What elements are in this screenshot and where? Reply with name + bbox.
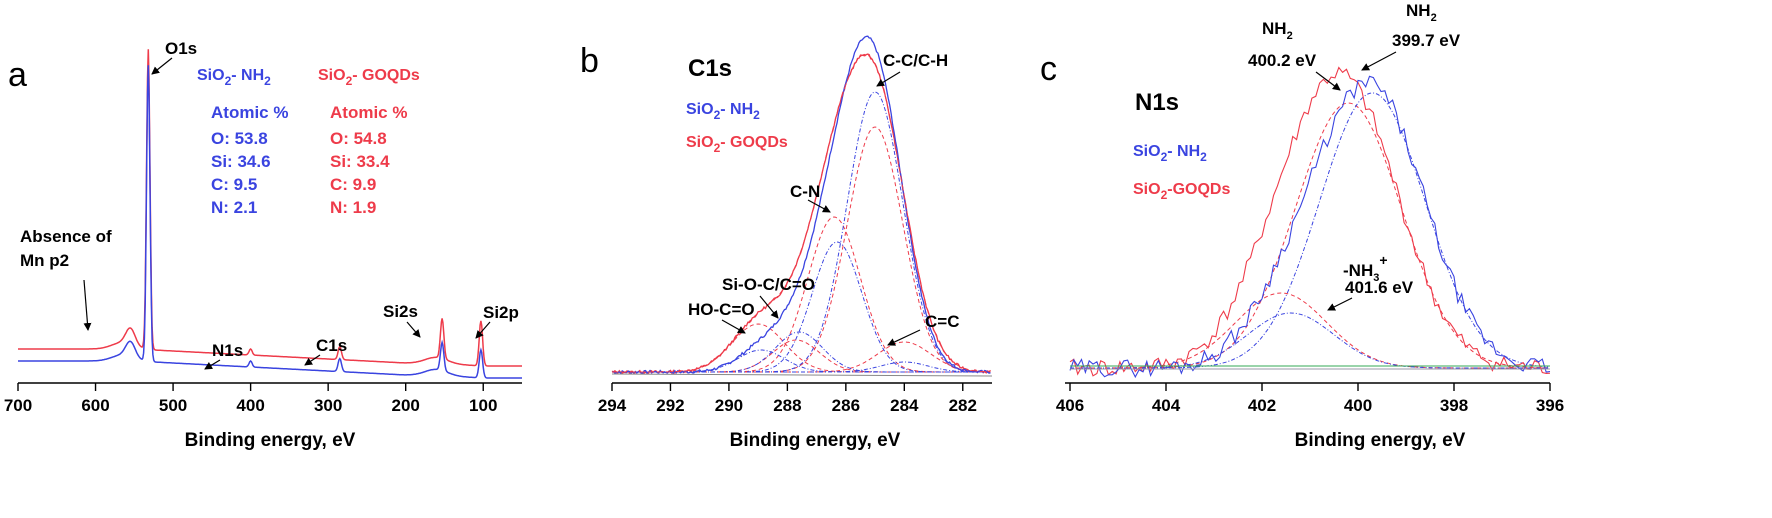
panel-c-legend-goqds: SiO2-GOQDs bbox=[1133, 181, 1230, 202]
panel-a-xlabel: Binding energy, eV bbox=[185, 430, 356, 451]
panel-c-ticks: 406 404 402 400 398 396 bbox=[1056, 383, 1564, 415]
anno-399-7: 399.7 eV bbox=[1392, 31, 1461, 50]
x-tick-label: 290 bbox=[715, 396, 743, 415]
stat-line: N: 1.9 bbox=[330, 198, 376, 217]
fit-envelope-goqds bbox=[612, 53, 991, 373]
panel-c-letter: c bbox=[1040, 50, 1057, 88]
anno-n1s: N1s bbox=[212, 341, 243, 360]
x-tick-label: 402 bbox=[1248, 396, 1276, 415]
x-tick-label: 294 bbox=[598, 396, 627, 415]
x-tick-label: 396 bbox=[1536, 396, 1564, 415]
panel-a-stats-nh2: Atomic % O: 53.8 Si: 34.6 C: 9.5 N: 2.1 bbox=[211, 103, 288, 217]
anno-absence: Absence of bbox=[20, 227, 112, 246]
anno-nh2-right: NH2 bbox=[1406, 1, 1437, 24]
panel-c-title: N1s bbox=[1135, 89, 1179, 116]
anno-mn-p2: Mn p2 bbox=[20, 251, 69, 270]
panel-c-n1s: c N1s 406 404 402 400 398 396 Binding energy,… bbox=[1040, 1, 1564, 451]
component-goqds bbox=[1070, 102, 1549, 369]
stat-line: C: 9.5 bbox=[211, 175, 257, 194]
series-sio2-goqds bbox=[18, 49, 522, 367]
panel-b-letter: b bbox=[580, 42, 599, 80]
x-tick-label: 404 bbox=[1152, 396, 1181, 415]
stat-line: Si: 33.4 bbox=[330, 152, 390, 171]
anno-c-c: C=C bbox=[925, 312, 959, 331]
panel-b-legend-goqds: SiO2- GOQDs bbox=[686, 134, 788, 155]
anno-nh2-left: NH2 bbox=[1262, 19, 1293, 42]
panel-a-legend-goqds: SiO2- GOQDs bbox=[318, 67, 420, 88]
panel-a-legend-nh2: SiO2- NH2 bbox=[197, 67, 271, 88]
component-nh2 bbox=[612, 349, 991, 373]
anno-o1s: O1s bbox=[165, 39, 197, 58]
x-tick-label: 288 bbox=[773, 396, 801, 415]
stat-line: C: 9.9 bbox=[330, 175, 376, 194]
x-tick-label: 300 bbox=[314, 396, 342, 415]
x-tick-label: 398 bbox=[1440, 396, 1468, 415]
x-tick-label: 200 bbox=[392, 396, 420, 415]
panel-c-xlabel: Binding energy, eV bbox=[1295, 430, 1466, 451]
panel-b-xlabel: Binding energy, eV bbox=[730, 430, 901, 451]
anno-ho-c-o: HO-C=O bbox=[688, 300, 755, 319]
stat-line: N: 2.1 bbox=[211, 198, 257, 217]
panel-c-curves bbox=[1069, 66, 1551, 379]
baseline bbox=[611, 373, 993, 377]
stat-line: O: 54.8 bbox=[330, 129, 387, 148]
stat-line: O: 53.8 bbox=[211, 129, 268, 148]
anno-si2p: Si2p bbox=[483, 303, 519, 322]
x-tick-label: 500 bbox=[159, 396, 187, 415]
component-goqds bbox=[1070, 292, 1549, 369]
panel-b-legend-nh2: SiO2- NH2 bbox=[686, 101, 760, 122]
x-tick-label: 400 bbox=[236, 396, 264, 415]
anno-nh3: -NH3+ bbox=[1343, 252, 1388, 284]
component-nh2 bbox=[1070, 92, 1549, 369]
x-tick-label: 292 bbox=[656, 396, 684, 415]
panel-a-stats-goqds: Atomic % O: 54.8 Si: 33.4 C: 9.9 N: 1.9 bbox=[330, 103, 407, 217]
anno-c-n: C-N bbox=[790, 182, 820, 201]
anno-c1s: C1s bbox=[316, 336, 347, 355]
x-tick-label: 286 bbox=[832, 396, 860, 415]
panel-a-letter: a bbox=[8, 56, 27, 94]
stat-line: Si: 34.6 bbox=[211, 152, 271, 171]
series-sio2-nh2 bbox=[1069, 75, 1551, 379]
x-tick-label: 600 bbox=[81, 396, 109, 415]
x-tick-label: 282 bbox=[949, 396, 977, 415]
series-sio2-goqds bbox=[1069, 66, 1551, 377]
anno-cc-ch: C-C/C-H bbox=[883, 51, 948, 70]
panel-a-ticks: 700 600 500 400 300 200 100 bbox=[4, 383, 497, 415]
panel-b-ticks: 294 292 290 288 286 284 282 bbox=[598, 383, 977, 415]
stat-header: Atomic % bbox=[211, 103, 288, 122]
x-tick-label: 400 bbox=[1344, 396, 1372, 415]
series-sio2-nh2 bbox=[18, 65, 522, 379]
x-tick-label: 406 bbox=[1056, 396, 1084, 415]
anno-400-2: 400.2 eV bbox=[1248, 51, 1317, 70]
component-nh2 bbox=[612, 241, 991, 373]
panel-b-c1s: b C1s 294 292 290 288 286 284 282 Binding ener… bbox=[580, 35, 993, 451]
component-goqds bbox=[612, 216, 991, 373]
anno-si2s: Si2s bbox=[383, 302, 418, 321]
x-tick-label: 100 bbox=[469, 396, 497, 415]
x-tick-label: 284 bbox=[890, 396, 919, 415]
component-nh2 bbox=[1070, 312, 1549, 369]
panel-b-curves bbox=[611, 35, 993, 377]
panel-a-survey: a 700 600 500 400 300 200 100 Binding energy, … bbox=[4, 39, 522, 451]
panel-b-title: C1s bbox=[688, 55, 732, 82]
stat-header: Atomic % bbox=[330, 103, 407, 122]
panel-a-curves bbox=[18, 49, 522, 379]
anno-401-6: 401.6 eV bbox=[1345, 278, 1414, 297]
panel-c-legend-nh2: SiO2- NH2 bbox=[1133, 143, 1207, 164]
x-tick-label: 700 bbox=[4, 396, 32, 415]
series-sio2-nh2 bbox=[611, 35, 991, 375]
anno-si-o-c: Si-O-C/C=O bbox=[722, 275, 815, 294]
